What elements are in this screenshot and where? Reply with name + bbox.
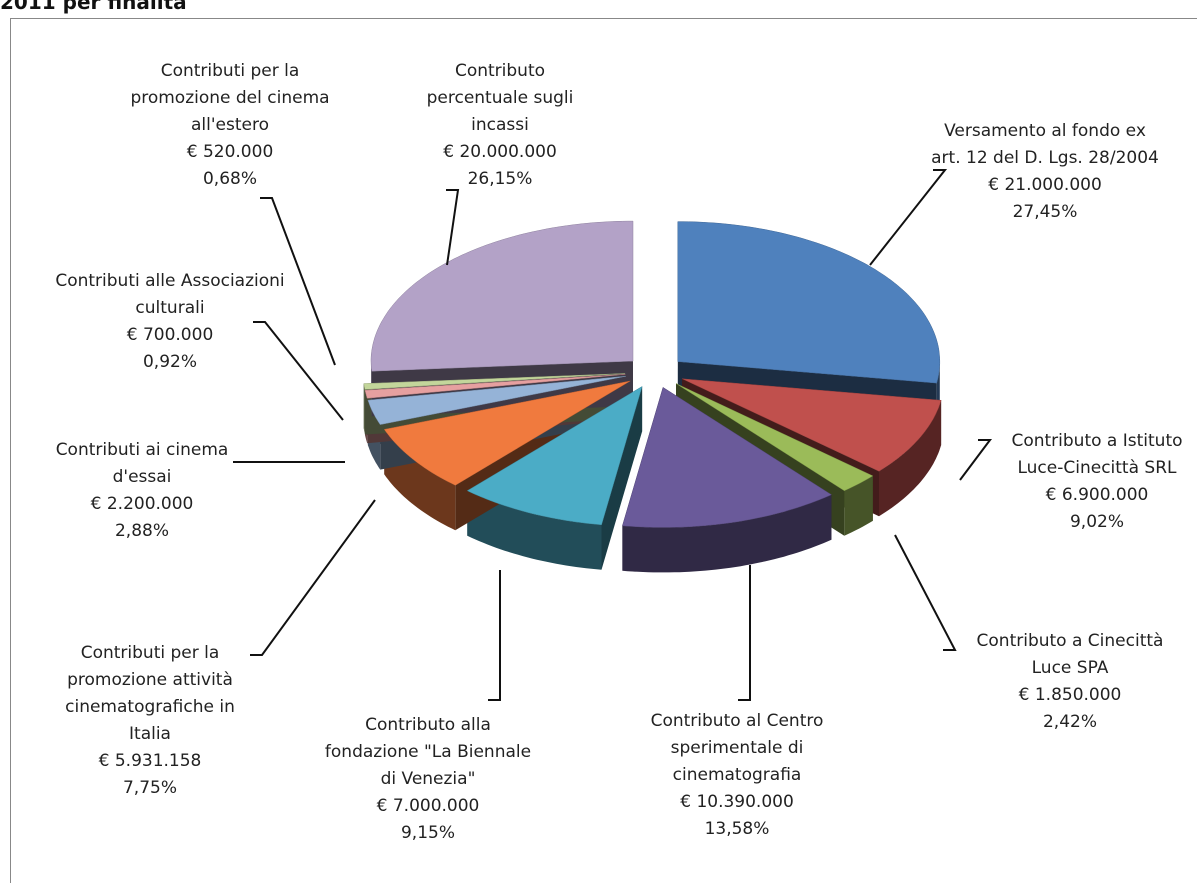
slice xyxy=(682,378,942,472)
data-label: Contributi ai cinema d'essai € 2.200.000 2… xyxy=(27,437,257,545)
label-value: € 21.000.000 xyxy=(988,175,1102,195)
data-label: Contributi per la promozione attività ci… xyxy=(45,640,255,802)
leader-line xyxy=(488,570,501,701)
chart-title: 2011 per finalità xyxy=(0,0,187,14)
slice xyxy=(677,221,941,384)
leader-line xyxy=(869,169,948,266)
label-percentage: 13,58% xyxy=(704,819,770,839)
label-percentage: 7,75% xyxy=(122,778,177,798)
slice-outer-wall xyxy=(467,490,602,570)
label-value: € 520.000 xyxy=(186,142,274,162)
slice xyxy=(675,383,874,491)
slice-outer-wall xyxy=(363,383,365,435)
label-percentage: 9,02% xyxy=(1069,512,1124,532)
pie-tops xyxy=(363,220,942,528)
leader-line xyxy=(260,197,336,366)
label-name: Contributi per la promozione attività ci… xyxy=(65,643,235,744)
slice-outer-wall xyxy=(879,400,942,517)
label-percentage: 2,42% xyxy=(1042,712,1097,732)
leader-line xyxy=(959,439,992,481)
data-label: Contributo a Istituto Luce-Cinecittà SRL… xyxy=(992,428,1197,536)
slice xyxy=(622,387,832,528)
label-percentage: 0,92% xyxy=(142,352,197,372)
label-value: € 700.000 xyxy=(126,325,214,345)
label-name: Contributo a Istituto Luce-Cinecittà SRL xyxy=(1011,431,1183,478)
slice xyxy=(370,220,634,372)
slice-outer-wall xyxy=(622,494,832,573)
label-value: € 2.200.000 xyxy=(90,494,194,514)
slice xyxy=(364,374,626,399)
label-name: Contributi ai cinema d'essai xyxy=(55,440,229,487)
chart-frame xyxy=(10,18,1197,883)
label-percentage: 2,88% xyxy=(114,521,169,541)
leader-line xyxy=(250,499,376,656)
label-value: € 20.000.000 xyxy=(443,142,557,162)
label-name: Contributo al Centro sperimentale di cin… xyxy=(650,711,824,785)
label-name: Contributo a Cinecittà Luce SPA xyxy=(976,631,1164,678)
label-value: € 1.850.000 xyxy=(1018,685,1122,705)
slice-outer-wall xyxy=(844,475,873,536)
leader-line xyxy=(738,565,751,701)
label-name: Versamento al fondo ex art. 12 del D. Lg… xyxy=(931,121,1159,168)
label-percentage: 27,45% xyxy=(1012,202,1078,222)
label-value: € 7.000.000 xyxy=(376,796,480,816)
data-label: Versamento al fondo ex art. 12 del D. Lg… xyxy=(930,118,1160,226)
slice xyxy=(383,380,631,486)
leader-line xyxy=(253,321,344,421)
label-value: € 10.390.000 xyxy=(680,792,794,812)
label-name: Contributi alle Associazioni culturali xyxy=(55,271,285,318)
slice xyxy=(363,373,626,390)
label-percentage: 9,15% xyxy=(400,823,455,843)
label-percentage: 0,68% xyxy=(202,169,257,189)
label-percentage: 26,15% xyxy=(467,169,533,189)
data-label: Contributo percentuale sugli incassi € 20… xyxy=(405,58,595,193)
slice xyxy=(367,375,627,425)
label-name: Contributo alla fondazione "La Biennale … xyxy=(324,715,532,789)
data-label: Contributo a Cinecittà Luce SPA € 1.850.0… xyxy=(955,628,1185,736)
label-value: € 5.931.158 xyxy=(98,751,202,771)
data-label: Contributi alle Associazioni culturali € … xyxy=(55,268,285,376)
label-name: Contributi per la promozione del cinema … xyxy=(130,61,330,135)
data-label: Contributi per la promozione del cinema … xyxy=(130,58,330,193)
label-name: Contributo percentuale sugli incassi xyxy=(426,61,574,135)
leader-line xyxy=(894,534,957,651)
data-label: Contributo al Centro sperimentale di cin… xyxy=(632,708,842,843)
data-label: Contributo alla fondazione "La Biennale … xyxy=(323,712,533,847)
leader-line xyxy=(446,189,460,266)
slice xyxy=(466,385,643,526)
label-value: € 6.900.000 xyxy=(1045,485,1149,505)
